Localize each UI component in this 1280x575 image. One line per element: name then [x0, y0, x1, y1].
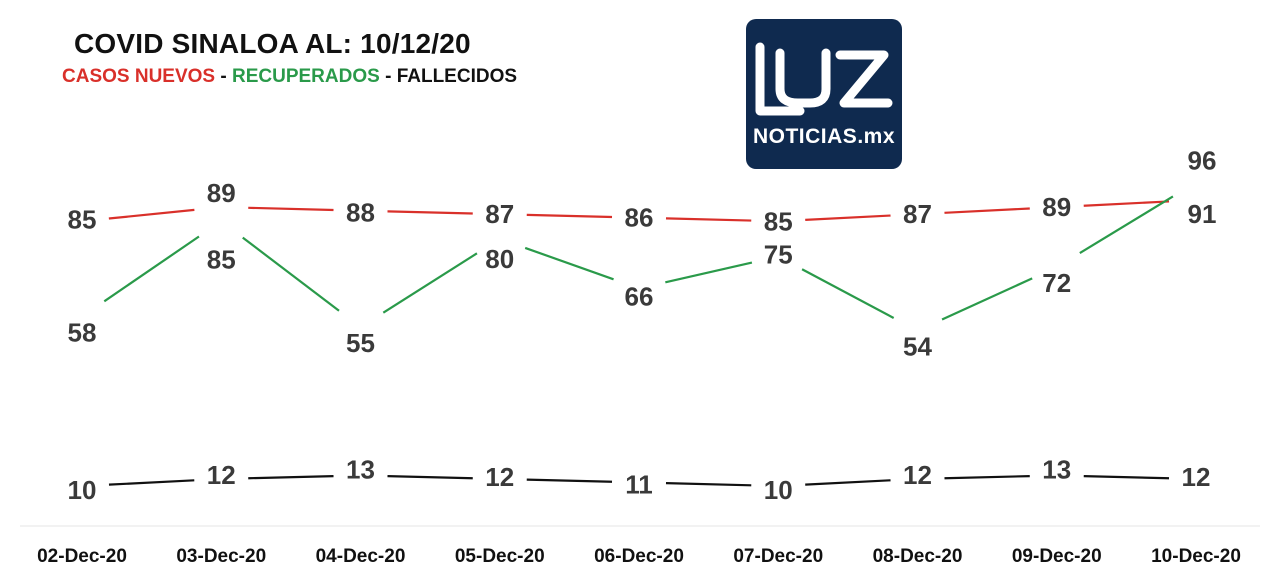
data-label-fallecidos: 10 [764, 475, 793, 505]
series-lines [103, 195, 1174, 487]
x-tick-label: 09-Dec-20 [1012, 546, 1102, 567]
data-label-casos: 89 [207, 178, 236, 208]
legend-recuperados: RECUPERADOS [231, 66, 380, 87]
series-line-segment-casos [387, 210, 473, 215]
series-line-segment-casos [1083, 200, 1170, 207]
x-tick-label: 05-Dec-20 [455, 546, 545, 567]
data-label-recuperados: 58 [68, 318, 97, 348]
x-tick-label: 06-Dec-20 [594, 546, 684, 567]
data-label-recuperados: 72 [1042, 268, 1071, 298]
data-label-fallecidos: 12 [207, 460, 236, 490]
data-labels: 85 89 88 87 86 85 87 89 91 58 85 55 80 66 75 54 72 96 10 12… [68, 145, 1217, 505]
data-label-fallecidos: 12 [903, 460, 932, 490]
series-line-segment-recuperados [941, 277, 1033, 321]
x-tick-label: 10-Dec-20 [1151, 546, 1241, 567]
legend-separator: - [215, 66, 232, 87]
data-label-fallecidos: 13 [346, 454, 375, 484]
data-label-casos: 91 [1188, 199, 1217, 229]
series-line-segment-fallecidos [1083, 474, 1170, 480]
series-line-segment-fallecidos [526, 478, 613, 483]
data-label-fallecidos: 10 [68, 475, 97, 505]
data-label-fallecidos: 12 [1182, 462, 1211, 492]
series-line-segment-recuperados [103, 235, 200, 303]
series-line-segment-casos [526, 213, 613, 219]
series-line-segment-fallecidos [248, 474, 334, 480]
luz-logo-mark [755, 42, 893, 116]
series-line-segment-casos [805, 214, 891, 221]
data-label-fallecidos: 11 [625, 469, 653, 499]
x-tick-label: 03-Dec-20 [176, 546, 266, 567]
x-tick-label: 07-Dec-20 [733, 546, 823, 567]
data-label-casos: 87 [485, 199, 514, 229]
series-line-segment-fallecidos [665, 482, 752, 487]
legend-fallecidos: FALLECIDOS [396, 66, 518, 87]
series-line-segment-fallecidos [944, 474, 1030, 480]
series-line-segment-recuperados [524, 246, 614, 281]
series-line-segment-recuperados [801, 268, 895, 319]
luz-noticias-logo: NOTICIAS.mx [746, 19, 902, 169]
data-label-casos: 88 [346, 198, 375, 228]
data-label-fallecidos: 13 [1042, 454, 1071, 484]
series-line-segment-casos [248, 206, 334, 212]
data-label-recuperados: 85 [207, 244, 236, 274]
x-tick-label: 08-Dec-20 [873, 546, 963, 567]
series-line-segment-fallecidos [805, 479, 891, 486]
x-axis-tick-labels: 02-Dec-20 03-Dec-20 04-Dec-20 05-Dec-20 06-D… [37, 546, 1241, 567]
x-tick-label: 02-Dec-20 [37, 546, 127, 567]
series-line-segment-fallecidos [108, 479, 195, 486]
series-line-segment-recuperados [665, 261, 753, 284]
data-label-recuperados: 96 [1188, 145, 1217, 175]
series-line-segment-casos [108, 208, 195, 220]
series-line-segment-fallecidos [387, 474, 473, 480]
data-label-fallecidos: 12 [485, 462, 514, 492]
data-label-recuperados: 54 [903, 332, 932, 362]
data-label-casos: 85 [764, 206, 793, 236]
logo-subtitle: NOTICIAS.mx [752, 125, 896, 148]
series-line-segment-recuperados [382, 252, 478, 314]
series-line-segment-casos [665, 217, 752, 222]
data-label-recuperados: 75 [764, 240, 793, 270]
series-line-segment-casos [944, 207, 1030, 214]
series-line-segment-recuperados [1079, 195, 1174, 255]
data-label-recuperados: 80 [485, 244, 514, 274]
data-label-casos: 86 [625, 203, 654, 233]
data-label-casos: 87 [903, 199, 932, 229]
legend: CASOS NUEVOS - RECUPERADOS - FALLECIDOS [62, 66, 517, 88]
legend-casos-nuevos: CASOS NUEVOS [62, 66, 216, 87]
series-line-segment-recuperados [242, 236, 340, 312]
legend-separator: - [379, 66, 397, 87]
data-label-recuperados: 55 [346, 328, 375, 358]
chart-title: COVID SINALOA AL: 10/12/20 [74, 28, 471, 59]
data-label-casos: 89 [1042, 192, 1071, 222]
data-label-recuperados: 66 [625, 281, 654, 311]
data-label-casos: 85 [68, 204, 97, 234]
x-tick-label: 04-Dec-20 [316, 546, 406, 567]
